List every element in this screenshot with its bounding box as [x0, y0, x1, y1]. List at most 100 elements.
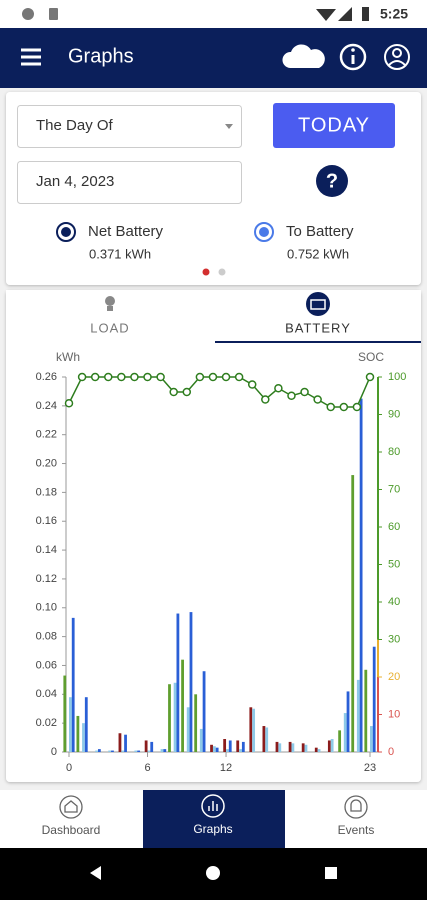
x-tick-label: 0 [66, 762, 72, 774]
date-input[interactable] [17, 161, 242, 204]
radio-dot [259, 227, 269, 237]
bar [223, 739, 227, 752]
bell-icon[interactable] [344, 795, 368, 819]
info-button[interactable] [339, 43, 367, 71]
y2-tick-label: 10 [388, 708, 400, 720]
bulb-icon [105, 296, 115, 311]
dropdown-caret [225, 124, 233, 129]
x-tick-label: 23 [364, 762, 376, 774]
bar [168, 684, 171, 752]
bar [189, 612, 193, 752]
bar [212, 746, 216, 752]
x-tick-label: 12 [220, 762, 232, 774]
app-title: Graphs [68, 45, 134, 67]
nav-active[interactable] [143, 790, 285, 848]
bar [351, 475, 355, 752]
bar [124, 734, 127, 752]
bar [137, 750, 141, 752]
bar [176, 613, 180, 752]
y2-tick-label: 40 [388, 596, 400, 608]
soc-point [104, 372, 113, 382]
status-icon [22, 8, 34, 20]
bar [330, 739, 334, 752]
y-axis-label: kWh [56, 350, 80, 364]
back-button[interactable] [90, 866, 101, 880]
recents-button[interactable] [325, 867, 337, 879]
y-tick-label: 0.12 [36, 573, 57, 585]
y-tick-label: 0.26 [36, 371, 57, 383]
menu-button[interactable] [21, 48, 41, 66]
bar [210, 744, 213, 752]
y2-tick-label: 50 [388, 558, 400, 570]
soc-point [352, 402, 362, 412]
tab-indicator [215, 341, 421, 343]
y-tick-label: 0.24 [36, 400, 57, 412]
soc-point [64, 399, 74, 408]
app-bar [0, 28, 427, 88]
date-value: Jan 4, 2023 [36, 173, 114, 190]
bar [173, 682, 177, 752]
home-icon[interactable] [59, 795, 83, 819]
bar [163, 749, 167, 752]
home-button[interactable] [206, 866, 220, 880]
soc-point [182, 387, 192, 397]
soc-point [300, 387, 309, 397]
bar [181, 659, 184, 752]
graphs-icon[interactable] [201, 794, 225, 818]
soc-point [339, 402, 349, 412]
bar [249, 707, 253, 752]
chart-card [6, 290, 421, 782]
soc-point [234, 372, 244, 382]
help-button[interactable] [316, 165, 348, 197]
bar [356, 679, 360, 752]
bar [262, 726, 266, 752]
bar [241, 741, 245, 752]
y-tick-label: 0.10 [36, 602, 57, 614]
clock: 5:25 [380, 6, 408, 22]
bar [364, 669, 368, 752]
y-tick-label: 0.02 [36, 717, 57, 729]
chart: kWh SOC 0 0.02 0.04 0.06 0.08 0.10 0.12 0.14 0.1… [36, 350, 407, 774]
bar [301, 743, 305, 752]
bar [108, 750, 112, 752]
bar [144, 740, 148, 752]
summary-label: Net Battery [88, 223, 164, 240]
nav-label: Dashboard [42, 823, 101, 837]
status-bar [0, 0, 427, 28]
wifi-icon [316, 9, 336, 21]
battery-tab-icon [306, 292, 330, 316]
bar [226, 749, 229, 752]
soc-point [326, 402, 335, 412]
help-icon: ? [326, 170, 338, 192]
soc-point [365, 372, 375, 382]
summary-label: To Battery [286, 223, 354, 240]
period-value: The Day Of [36, 117, 114, 134]
today-button[interactable] [273, 103, 395, 148]
y2-tick-label: 100 [388, 371, 406, 383]
bar [63, 675, 67, 752]
cloud-button[interactable] [282, 44, 325, 68]
soc-point [261, 395, 270, 404]
bar [71, 617, 75, 752]
soc-point [90, 372, 100, 382]
soc-point [247, 380, 257, 389]
bar [370, 726, 373, 752]
page-dot[interactable] [202, 268, 210, 276]
bar [252, 708, 256, 752]
bar [147, 750, 151, 752]
radio-dot [61, 227, 71, 237]
today-label: TODAY [298, 114, 370, 136]
bar [134, 750, 138, 752]
bar [160, 749, 164, 752]
page-dot[interactable] [218, 268, 226, 276]
bar [118, 733, 122, 752]
bar [314, 747, 318, 752]
bar [202, 671, 206, 752]
period-dropdown[interactable] [17, 105, 242, 148]
battery-icon [362, 7, 369, 21]
bar [275, 741, 279, 752]
bar [95, 750, 98, 752]
account-button[interactable] [384, 44, 410, 70]
bar [265, 727, 269, 752]
